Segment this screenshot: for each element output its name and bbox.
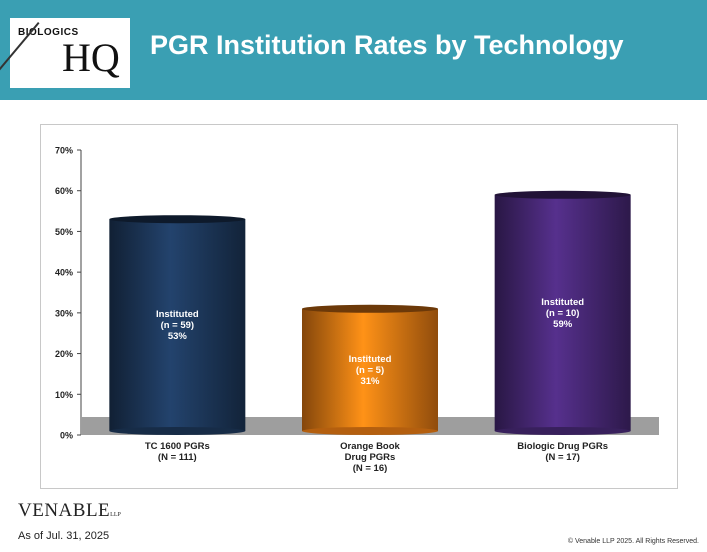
bar-data-label: 31% [360, 376, 380, 387]
x-category-label: Orange Book [340, 441, 400, 452]
x-category-label: Biologic Drug PGRs [517, 441, 608, 452]
bar-body [494, 194, 631, 431]
header-banner: BIOLOGICS HQ PGR Institution Rates by Te… [0, 0, 707, 100]
y-tick-label: 30% [55, 308, 73, 318]
bar-data-label: Instituted [156, 309, 199, 320]
as-of-date: As of Jul. 31, 2025 [18, 530, 110, 542]
y-tick-label: 10% [55, 390, 73, 400]
page-title: PGR Institution Rates by Technology [150, 30, 624, 60]
x-category-label: (N = 16) [353, 463, 388, 474]
x-category-label: TC 1600 PGRs [145, 441, 210, 452]
bar-data-label: (n = 5) [356, 365, 384, 376]
bar-data-label: Instituted [349, 354, 392, 365]
bar-top [109, 215, 246, 224]
venable-logo: VENABLELLP [18, 500, 121, 522]
biologics-hq-logo: BIOLOGICS HQ [0, 18, 130, 88]
bar-body [109, 219, 246, 431]
venable-logo-suffix: LLP [110, 512, 121, 518]
bar-base [302, 427, 438, 435]
x-category-label: Drug PGRs [345, 452, 396, 463]
bar-data-label: (n = 10) [546, 308, 580, 319]
bar-base [109, 427, 246, 435]
x-category-label: (N = 17) [545, 452, 580, 463]
bar-data-label: Instituted [541, 297, 584, 308]
bar-data-label: 53% [168, 331, 188, 342]
copyright-notice: © Venable LLP 2025. All Rights Reserved. [567, 538, 699, 545]
logo-big-text: HQ [62, 35, 120, 80]
chart-frame: 0% 10% 20% 30% 40% 50% 60% 70% Instituted (n = 59… [40, 124, 678, 489]
bar-base [494, 427, 631, 435]
y-tick-label: 0% [60, 431, 73, 441]
bar-data-label: 59% [553, 319, 573, 330]
bar-chart: 0%10%20%30%40%50%60%70%Instituted(n = 59… [55, 146, 659, 474]
y-tick-label: 50% [55, 227, 73, 237]
y-tick-label: 40% [55, 268, 73, 278]
y-tick-label: 60% [55, 186, 73, 196]
bar-top [494, 190, 631, 199]
logo-small-text: BIOLOGICS [18, 27, 79, 38]
bar-body [302, 308, 438, 431]
venable-logo-text: VENABLE [18, 500, 111, 521]
y-tick-label: 70% [55, 146, 73, 156]
y-tick-label: 20% [55, 349, 73, 359]
x-category-label: (N = 111) [158, 452, 197, 463]
bar-top [302, 304, 438, 313]
bar-data-label: (n = 59) [161, 320, 195, 331]
